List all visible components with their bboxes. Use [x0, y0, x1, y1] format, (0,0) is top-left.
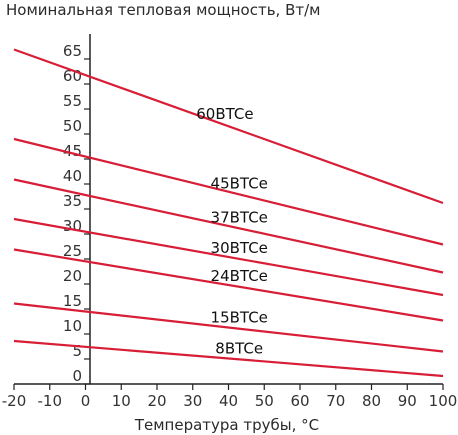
x-tick-label: 100 [429, 392, 458, 410]
series-line-24btce [13, 248, 444, 322]
series-line-30btce [13, 217, 444, 297]
series-labels: 60BTCe 45BTCe 37BTCe 30BTCe 24BTCe 15BTCe 8BTC… [196, 105, 268, 357]
y-tick-label: 50 [63, 117, 82, 135]
y-tick-label: 0 [72, 367, 82, 385]
x-tick-label: 90 [398, 392, 417, 410]
x-tick-label: 80 [362, 392, 381, 410]
series-label-15btce: 15BTCe [211, 309, 268, 327]
x-tick-label: 0 [81, 392, 91, 410]
y-tick-label: 40 [63, 167, 82, 185]
series-line-15btce [13, 302, 444, 353]
series-line-45btce [13, 137, 444, 246]
series-line-8btce [13, 339, 444, 378]
y-tick-label: 15 [63, 292, 82, 310]
x-tick-label: 50 [255, 392, 274, 410]
chart-title: Номинальная тепловая мощность, Вт/м [6, 1, 320, 19]
x-tick-label: 40 [219, 392, 238, 410]
y-tick-label: 55 [63, 92, 82, 110]
series-lines [13, 48, 444, 378]
series-label-60btce: 60BTCe [196, 105, 253, 123]
series-label-8btce: 8BTCe [215, 339, 263, 357]
y-tick-label: 65 [63, 42, 82, 60]
series-line-60btce [13, 48, 444, 205]
series-label-45btce: 45BTCe [211, 174, 268, 192]
y-tick-label: 5 [72, 342, 82, 360]
series-label-24btce: 24BTCe [211, 267, 268, 285]
y-tick-label: 10 [63, 317, 82, 335]
y-tick-label: 35 [63, 192, 82, 210]
x-tick-label: -20 [2, 392, 27, 410]
x-tick-label: 10 [112, 392, 131, 410]
x-axis-label: Температура трубы, °С [134, 416, 319, 434]
x-tick-label: 60 [290, 392, 309, 410]
x-tick-label: 30 [183, 392, 202, 410]
y-tick-label: 30 [63, 217, 82, 235]
x-tick-label: 70 [326, 392, 345, 410]
series-label-30btce: 30BTCe [211, 239, 268, 257]
y-tick-label: 20 [63, 267, 82, 285]
x-tick-label: 20 [147, 392, 166, 410]
x-tick-label: -10 [38, 392, 63, 410]
ticks-layer: -20 -10 0 10 20 30 40 50 60 70 80 90 100 0 5 10 15 20 25 30… [2, 42, 458, 410]
series-label-37btce: 37BTCe [211, 208, 268, 226]
y-tick-label: 25 [63, 242, 82, 260]
series-line-37btce [13, 178, 444, 274]
